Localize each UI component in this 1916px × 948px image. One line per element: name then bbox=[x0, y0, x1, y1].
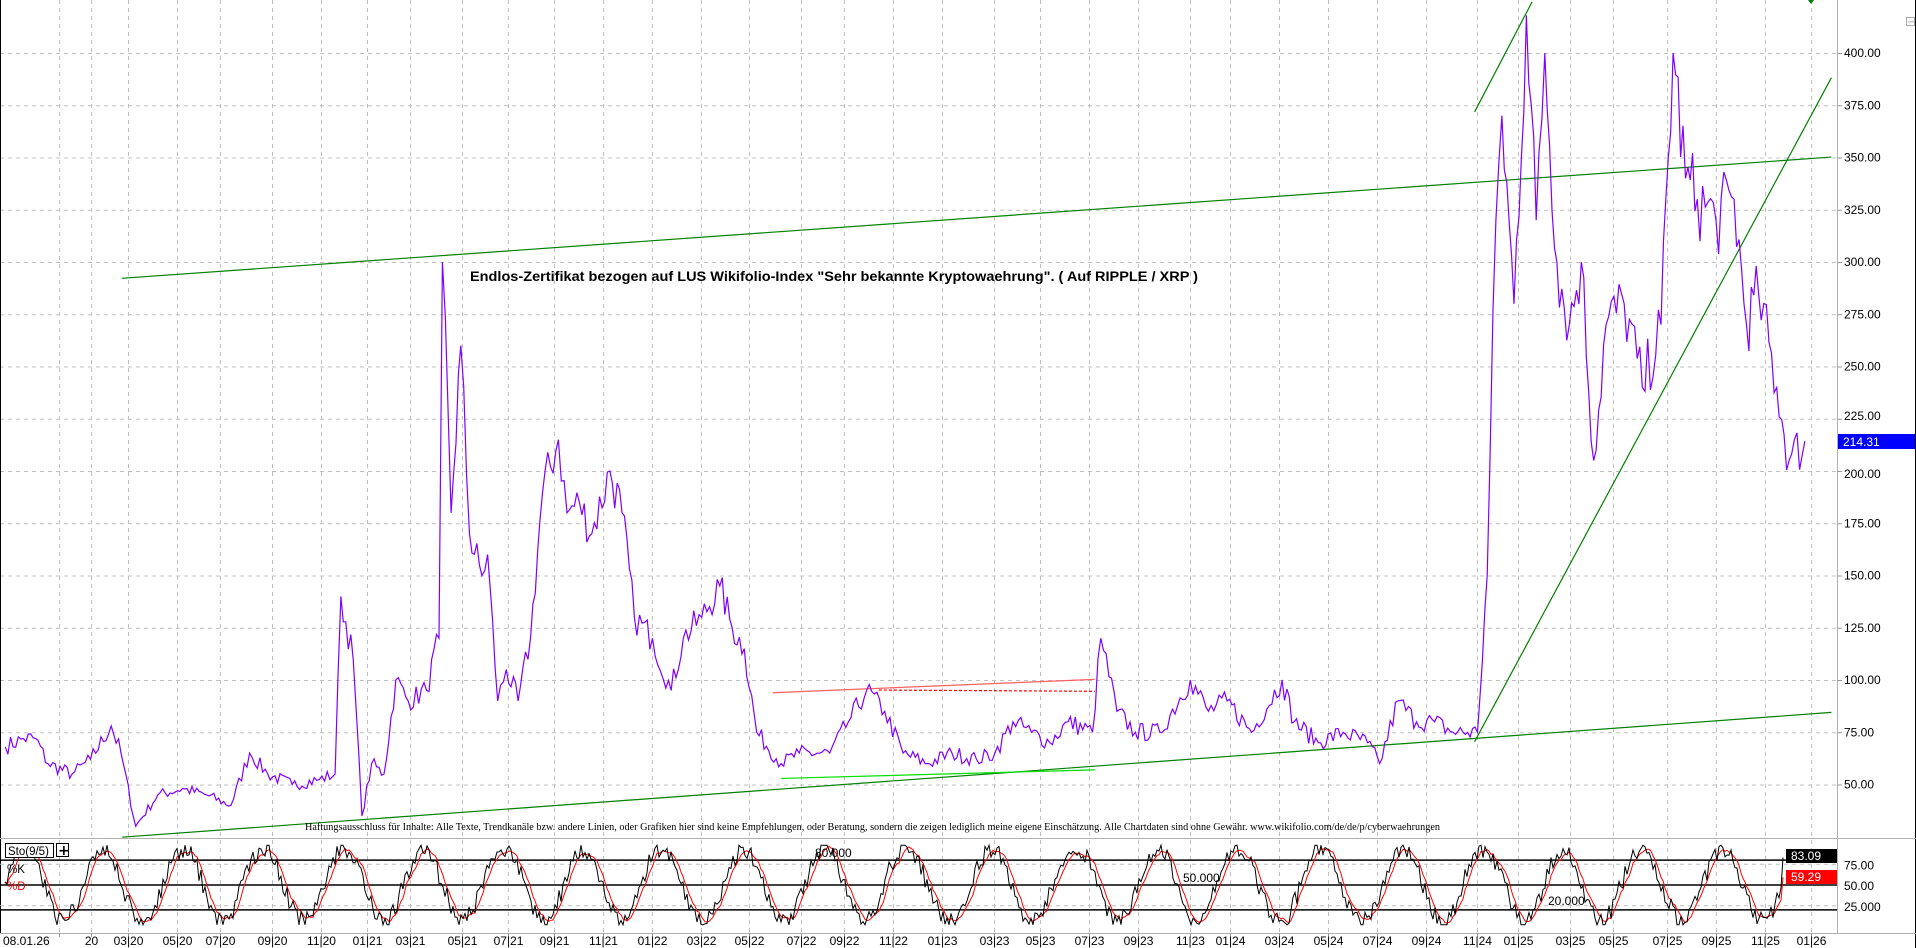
x-tick-label: 08.01.26 bbox=[3, 934, 50, 948]
d-last-label: 59.29 bbox=[1791, 870, 1821, 884]
stochastic-level-label: 50.000 bbox=[1183, 871, 1220, 885]
y-tick-label: 100.00 bbox=[1844, 673, 1881, 687]
x-tick-label: 07|21 bbox=[494, 934, 524, 948]
k-last-label: 83.09 bbox=[1791, 849, 1821, 863]
y-tick-label: 275.00 bbox=[1844, 307, 1881, 321]
x-tick-label: 05|20 bbox=[163, 934, 193, 948]
collapse-icon: − bbox=[1907, 17, 1915, 28]
x-tick-label: 05|25 bbox=[1599, 934, 1629, 948]
y-tick-label: 125.00 bbox=[1844, 621, 1881, 635]
plus-icon: + bbox=[58, 843, 70, 859]
y-tick-label: 175.00 bbox=[1844, 516, 1881, 530]
x-tick-label: 07|22 bbox=[787, 934, 817, 948]
x-tick-label: 03|20 bbox=[114, 934, 144, 948]
stochastic-level-label: 20.000 bbox=[1548, 894, 1585, 908]
k-label: %K bbox=[7, 864, 25, 876]
y-tick-label: 325.00 bbox=[1844, 203, 1881, 217]
last-price-label: 214.31 bbox=[1843, 435, 1880, 449]
x-tick-label: 01|21 bbox=[353, 934, 383, 948]
y-axis: 50.00 75.00 100.00 125.00 150.00 175.00 200.00… bbox=[1837, 46, 1881, 792]
y-tick-label: 50.00 bbox=[1844, 778, 1874, 792]
stochastic-axis-label: 75.00 bbox=[1844, 858, 1874, 872]
x-tick-label: 01|22 bbox=[638, 934, 668, 948]
x-tick-label: 09|23 bbox=[1124, 934, 1154, 948]
stochastic-k-line bbox=[4, 843, 1784, 927]
y-tick-label: 350.00 bbox=[1844, 151, 1881, 165]
x-tick-label: 11|20 bbox=[307, 934, 336, 948]
add-indicator-button[interactable]: + bbox=[56, 843, 70, 859]
x-tick-label: 07|23 bbox=[1075, 934, 1105, 948]
x-tick-label: 11|24 bbox=[1463, 934, 1492, 948]
d-last-box bbox=[1786, 870, 1837, 884]
grid bbox=[0, 0, 1837, 933]
trendline-red-dotted[interactable] bbox=[878, 689, 1095, 692]
x-axis: 08.01.26 20 03|20 05|20 07|20 09|20 11|20 01|21… bbox=[3, 933, 1827, 948]
x-tick-label: 01|23 bbox=[928, 934, 958, 948]
trendline-red-resistance[interactable] bbox=[772, 678, 1095, 694]
x-tick-label: 03|21 bbox=[396, 934, 426, 948]
x-tick-label: 05|22 bbox=[735, 934, 765, 948]
x-tick-label: 07|25 bbox=[1653, 934, 1683, 948]
y-tick-label: 375.00 bbox=[1844, 98, 1881, 112]
y-tick-label: 150.00 bbox=[1844, 569, 1881, 583]
x-tick-label: 20 bbox=[85, 934, 99, 948]
k-last-box bbox=[1786, 849, 1837, 863]
x-tick-label: 05|21 bbox=[448, 934, 478, 948]
x-tick-label: 07|24 bbox=[1363, 934, 1393, 948]
y-tick-label: 400.00 bbox=[1844, 46, 1881, 60]
x-tick-label: 01|25 bbox=[1504, 934, 1534, 948]
marker-icon bbox=[1808, 0, 1814, 4]
trendline-lower-channel[interactable] bbox=[122, 711, 1832, 838]
stochastic-axis-label: 50.00 bbox=[1844, 879, 1874, 893]
x-tick-label: 03|23 bbox=[980, 934, 1010, 948]
x-tick-label: 09|24 bbox=[1412, 934, 1442, 948]
x-tick-label: 01|26 bbox=[1797, 934, 1827, 948]
disclaimer: Haftungsausschluss für Inhalte: Alle Tex… bbox=[305, 821, 1440, 833]
x-tick-label: 11|21 bbox=[589, 934, 618, 948]
x-tick-label: 05|24 bbox=[1314, 934, 1344, 948]
stochastic-legend: Sto(9/5) + %K %D bbox=[5, 843, 70, 893]
stochastic-label: Sto(9/5) bbox=[8, 846, 49, 858]
x-tick-label: 07|20 bbox=[206, 934, 236, 948]
trendlines bbox=[122, 1, 1832, 838]
d-label: %D bbox=[7, 881, 26, 893]
x-tick-label: 03|22 bbox=[687, 934, 717, 948]
x-tick-label: 09|21 bbox=[540, 934, 570, 948]
x-tick-label: 11|25 bbox=[1751, 934, 1780, 948]
last-price-box bbox=[1838, 434, 1915, 449]
y-tick-label: 225.00 bbox=[1844, 409, 1881, 423]
x-tick-label: 03|24 bbox=[1265, 934, 1295, 948]
trendline-light-green-support[interactable] bbox=[781, 769, 1095, 780]
x-tick-label: 01|24 bbox=[1216, 934, 1246, 948]
x-tick-label: 09|20 bbox=[258, 934, 288, 948]
x-tick-label: 03|25 bbox=[1556, 934, 1586, 948]
trendline-rising-support[interactable] bbox=[1474, 77, 1832, 742]
stochastic-values: 83.09 59.29 bbox=[1786, 849, 1837, 884]
last-price-tag: 214.31 bbox=[1838, 434, 1915, 449]
stochastic-level-label: 80.000 bbox=[815, 846, 852, 860]
x-tick-label: 09|25 bbox=[1702, 934, 1732, 948]
y-tick-label: 300.00 bbox=[1844, 255, 1881, 269]
collapse-button[interactable]: − bbox=[1906, 17, 1916, 28]
x-tick-label: 11|23 bbox=[1176, 934, 1205, 948]
price-line bbox=[4, 15, 1806, 828]
chart-title: Endlos-Zertifikat bezogen auf LUS Wikifo… bbox=[470, 269, 1198, 284]
stochastic-axis-label: 25.000 bbox=[1844, 900, 1881, 914]
x-tick-label: 05|23 bbox=[1026, 934, 1056, 948]
y-tick-label: 75.00 bbox=[1844, 725, 1874, 739]
x-tick-label: 11|22 bbox=[879, 934, 908, 948]
y-tick-label: 250.00 bbox=[1844, 360, 1881, 374]
stochastic-panel: 80.000 50.000 20.000 75.00 50.00 25.000 bbox=[0, 843, 1881, 927]
x-tick-label: 09|22 bbox=[830, 934, 860, 948]
trendline-upper-channel[interactable] bbox=[122, 156, 1832, 279]
trendline-steep-trend[interactable] bbox=[1474, 1, 1533, 113]
y-tick-label: 200.00 bbox=[1844, 467, 1881, 481]
